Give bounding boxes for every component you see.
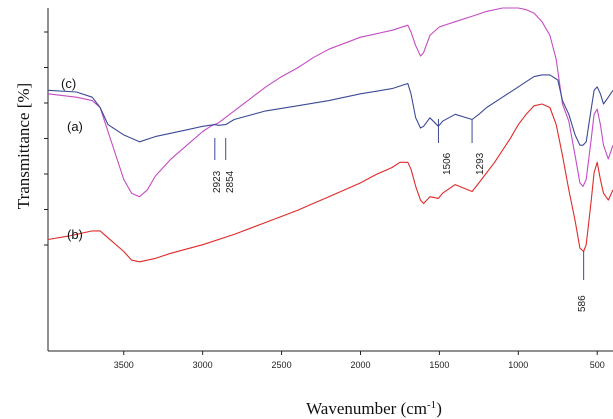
x-axis-title: Wavenumber (cm-1) <box>306 399 442 418</box>
peak-label-1506: 1506 <box>442 152 453 175</box>
curve-label-c: (c) <box>61 76 76 91</box>
peak-markers <box>214 119 585 280</box>
series-line-b <box>47 103 613 263</box>
y-axis-ticks <box>44 31 48 246</box>
spectra-series <box>47 7 613 263</box>
x-tick-label: 2000 <box>350 360 370 370</box>
x-axis-ticks <box>123 351 598 355</box>
curve-label-b: (b) <box>67 227 83 242</box>
x-tick-label: 1500 <box>429 360 449 370</box>
x-tick-label: 500 <box>590 360 605 370</box>
curve-label-a: (a) <box>67 119 83 134</box>
x-axis-tick-labels: 3500 3000 2500 2000 1500 1000 500 <box>114 360 605 370</box>
x-tick-label: 2500 <box>272 360 292 370</box>
peak-label-2923: 2923 <box>212 170 223 193</box>
peak-label-586: 586 <box>577 295 588 312</box>
x-tick-label: 3500 <box>114 360 134 370</box>
y-axis-title: Transmittance [%] <box>14 83 33 209</box>
x-tick-label: 1000 <box>508 360 528 370</box>
series-line-c <box>47 7 613 198</box>
x-tick-label: 3000 <box>193 360 213 370</box>
series-line-a <box>47 74 613 146</box>
peak-label-2854: 2854 <box>225 170 236 193</box>
peak-label-1293: 1293 <box>475 152 486 175</box>
